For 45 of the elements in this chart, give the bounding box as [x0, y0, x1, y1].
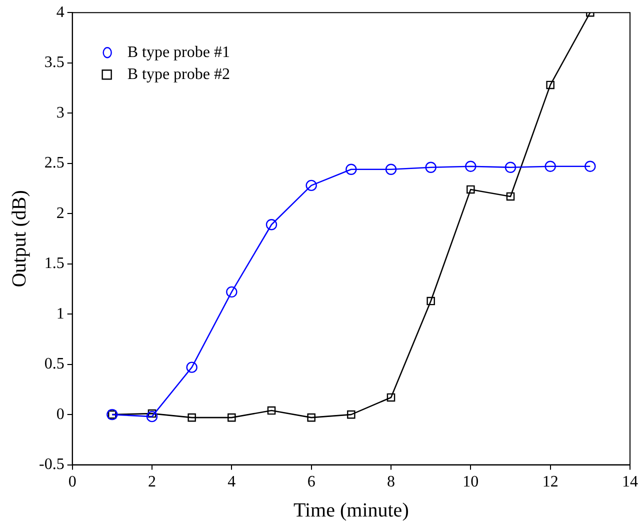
point — [228, 413, 236, 422]
y-tick-label: 3 — [56, 104, 64, 122]
point — [146, 410, 158, 422]
x-tick-label: 10 — [462, 474, 479, 491]
x-tick-label: 8 — [387, 474, 395, 491]
point — [267, 406, 276, 415]
point — [504, 162, 516, 173]
point — [386, 393, 396, 402]
y-tick-label: 2 — [56, 204, 64, 222]
y-tick-label: 3.5 — [44, 54, 64, 72]
x-tick-label: 14 — [622, 474, 638, 491]
legend-label: B type probe #1 — [127, 44, 230, 61]
point — [426, 296, 435, 306]
point — [584, 160, 596, 172]
x-tick-label: 12 — [542, 474, 558, 491]
x-axis-title: Time (minute) — [293, 499, 409, 522]
point — [347, 410, 356, 419]
point — [346, 164, 357, 175]
point — [266, 219, 278, 230]
y-tick-label: 4 — [56, 4, 64, 21]
y-tick-label: -0.5 — [39, 456, 64, 474]
x-tick-label: 0 — [68, 474, 76, 491]
y-tick-label: 1 — [56, 305, 64, 322]
point — [186, 362, 198, 373]
point — [307, 413, 316, 422]
x-tick-label: 4 — [228, 474, 236, 491]
point — [506, 192, 515, 201]
point — [306, 180, 317, 192]
point — [466, 185, 475, 194]
legend-label: B type probe #2 — [127, 66, 230, 83]
y-axis-title: Output (dB) — [8, 190, 30, 288]
point — [546, 80, 554, 90]
point — [385, 164, 397, 175]
point — [465, 160, 476, 172]
y-tick-label: 1.5 — [44, 255, 64, 272]
point — [226, 286, 238, 298]
x-tick-label: 6 — [307, 474, 316, 491]
x-tick-label: 2 — [148, 474, 156, 491]
point — [544, 160, 556, 172]
point — [188, 413, 196, 422]
y-tick-label: 0 — [56, 406, 64, 423]
point — [148, 409, 156, 418]
y-tick-label: 2.5 — [44, 154, 64, 172]
point — [425, 162, 436, 173]
y-tick-label: 0.5 — [44, 356, 64, 373]
